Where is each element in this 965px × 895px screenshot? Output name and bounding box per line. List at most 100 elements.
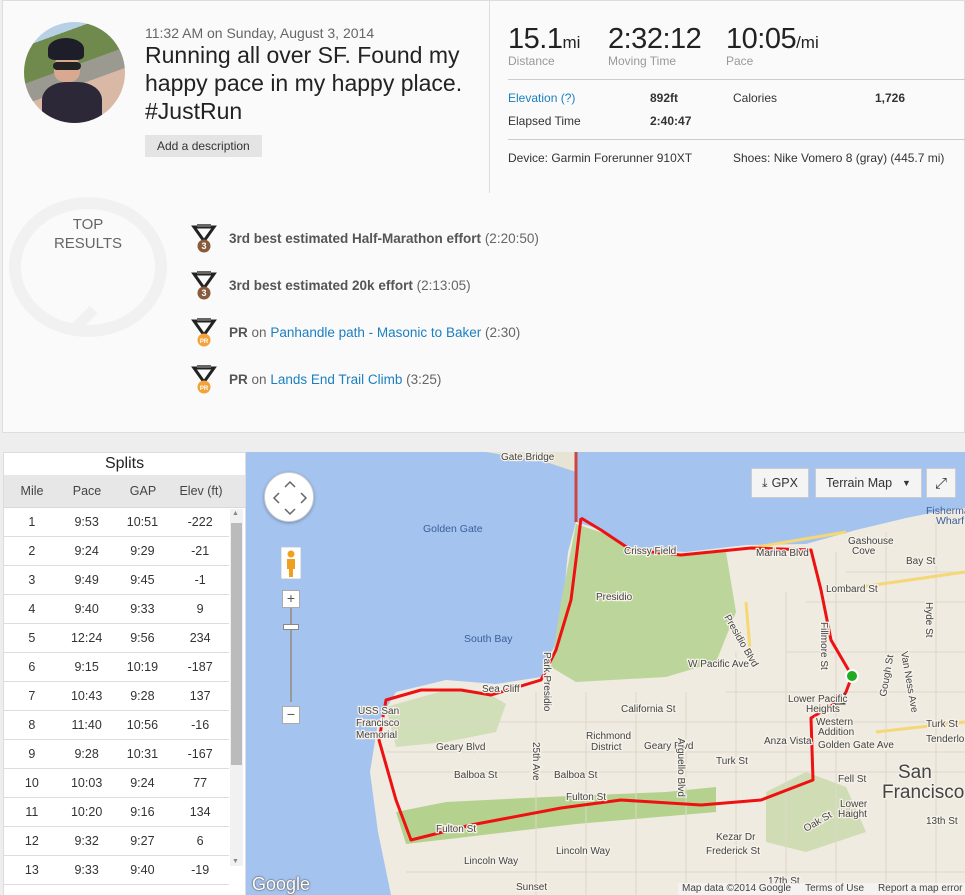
zoom-out-button[interactable]: − — [282, 706, 300, 724]
split-row[interactable]: 12 9:32 9:27 6 — [4, 827, 229, 856]
map-label: Lincoln Way — [556, 846, 610, 857]
map-label: Heights — [806, 704, 840, 715]
activity-header: 11:32 AM on Sunday, August 3, 2014 Runni… — [2, 0, 965, 194]
split-cell: -16 — [191, 718, 210, 732]
split-cell: -21 — [191, 544, 210, 558]
header-pace[interactable]: Pace — [72, 484, 102, 498]
split-cell: 7 — [28, 689, 36, 703]
result-title: PR — [229, 324, 248, 340]
split-cell: 12:24 — [70, 631, 103, 645]
map-canvas[interactable]: Gate Bridge Golden Gate South Bay Crissy Fi… — [246, 452, 965, 895]
map-label: Haight — [838, 809, 867, 820]
map-label: Fisherman — [926, 505, 965, 517]
zoom-control: + − — [282, 590, 300, 724]
scroll-down-icon[interactable]: ▼ — [232, 858, 239, 865]
split-cell: -167 — [187, 747, 213, 761]
map-label: Geary Blvd — [436, 742, 485, 753]
map-label: Sunset — [516, 882, 547, 893]
map-label: Memorial — [356, 730, 397, 741]
split-cell: 9 — [28, 747, 36, 761]
divider — [508, 79, 965, 80]
split-cell: 10:31 — [126, 747, 159, 761]
split-row[interactable]: 9 9:28 10:31 -167 — [4, 740, 229, 769]
finish-flag-icon[interactable] — [834, 693, 846, 705]
zoom-slider-thumb[interactable] — [283, 624, 299, 630]
map-type-dropdown[interactable]: Terrain Map ▼ — [815, 468, 922, 498]
result-time: (2:20:50) — [484, 230, 539, 246]
pace-label: Pace — [726, 54, 754, 68]
header-gap[interactable]: GAP — [129, 484, 157, 498]
split-row[interactable]: 10 10:03 9:24 77 — [4, 769, 229, 798]
map-label: Lower — [840, 799, 868, 810]
scrollbar-thumb[interactable] — [231, 523, 242, 765]
split-cell: -187 — [187, 660, 213, 674]
split-cell: 3 — [28, 573, 36, 587]
map-label: Presidio — [596, 592, 633, 603]
google-logo: Google — [252, 874, 311, 894]
split-row[interactable]: 5 12:24 9:56 234 — [4, 624, 229, 653]
avatar[interactable] — [24, 22, 125, 123]
fullscreen-button[interactable]: ⤢ — [926, 468, 956, 498]
map-label: Francisco — [882, 782, 964, 803]
segment-link[interactable]: Lands End Trail Climb — [270, 371, 403, 387]
pan-control[interactable] — [264, 472, 314, 522]
street-view-pegman-icon[interactable] — [281, 547, 301, 579]
result-title: 3rd best estimated 20k effort — [229, 277, 413, 293]
split-row[interactable]: 8 11:40 10:56 -16 — [4, 711, 229, 740]
elapsed-label: Elapsed Time — [508, 114, 581, 128]
header-elev[interactable]: Elev (ft) — [179, 484, 223, 498]
terms-of-use-link[interactable]: Terms of Use — [805, 883, 865, 894]
top-result-item: 3 3rd best estimated 20k effort (2:13:05… — [191, 270, 471, 300]
map-label: Frederick St — [706, 846, 760, 857]
split-row[interactable]: 7 10:43 9:28 137 — [4, 682, 229, 711]
split-cell: 9:27 — [130, 834, 155, 848]
splits-header: Mile Pace GAP Elev (ft) — [4, 475, 245, 508]
map-label: Golden Gate Ave — [818, 740, 894, 751]
shoes-info[interactable]: Shoes: Nike Vomero 8 (gray) (445.7 mi) — [733, 151, 945, 165]
split-cell: -19 — [191, 863, 210, 877]
split-row[interactable]: 4 9:40 9:33 9 — [4, 595, 229, 624]
start-marker-icon[interactable] — [845, 669, 859, 683]
scroll-up-icon[interactable]: ▲ — [232, 510, 239, 517]
split-row[interactable]: 1 9:53 10:51 -222 — [4, 508, 229, 537]
result-on: on — [251, 371, 267, 387]
elevation-help-link[interactable]: Elevation (?) — [508, 91, 576, 105]
splits-table: Splits Mile Pace GAP Elev (ft) 1 9:53 10:5… — [3, 452, 246, 895]
top-results-panel: TOP RESULTS 3 3rd best estimated Half-Mar… — [2, 193, 965, 433]
split-cell: 9:33 — [74, 863, 99, 877]
split-cell: 10 — [24, 776, 39, 790]
medal-icon: 3 — [191, 223, 217, 253]
add-description-button[interactable]: Add a description — [145, 135, 262, 157]
split-cell: 9:28 — [74, 747, 99, 761]
zoom-track[interactable] — [290, 608, 292, 702]
gpx-download-button[interactable]: ⤓ GPX — [751, 468, 809, 498]
activity-title[interactable]: Running all over SF. Found my happy pace… — [145, 42, 463, 124]
split-cell: 9:49 — [74, 573, 99, 587]
zoom-in-button[interactable]: + — [282, 590, 300, 608]
split-row[interactable]: 11 10:20 9:16 134 — [4, 798, 229, 827]
map-label: Western — [816, 717, 853, 728]
route-map[interactable]: Gate Bridge Golden Gate South Bay Crissy Fi… — [246, 452, 965, 895]
report-map-error-link[interactable]: Report a map error — [878, 883, 963, 894]
map-label: Fell St — [838, 774, 867, 785]
calories-value: 1,726 — [875, 91, 906, 105]
street-label: Arguello Blvd — [675, 738, 686, 797]
split-row[interactable]: 3 9:49 9:45 -1 — [4, 566, 229, 595]
split-cell: 12 — [24, 834, 39, 848]
elapsed-value: 2:40:47 — [650, 114, 692, 128]
splits-scrollbar[interactable]: ▲ ▼ — [230, 509, 243, 866]
segment-link[interactable]: Panhandle path - Masonic to Baker — [270, 324, 482, 340]
split-row[interactable]: 2 9:24 9:29 -21 — [4, 537, 229, 566]
header-mile[interactable]: Mile — [20, 484, 44, 498]
split-cell: 4 — [28, 602, 36, 616]
split-row[interactable]: 13 9:33 9:40 -19 — [4, 856, 229, 885]
distance-value: 15.1 — [508, 23, 563, 55]
split-row[interactable]: 6 9:15 10:19 -187 — [4, 653, 229, 682]
map-label: Tenderloin — [926, 734, 965, 745]
map-label: Lombard St — [826, 584, 878, 595]
map-label: South Bay — [464, 633, 513, 645]
svg-text:3: 3 — [201, 241, 206, 251]
map-data-credit: Map data ©2014 Google — [682, 883, 792, 894]
map-label: Balboa St — [554, 770, 598, 781]
distance-label: Distance — [508, 54, 555, 68]
